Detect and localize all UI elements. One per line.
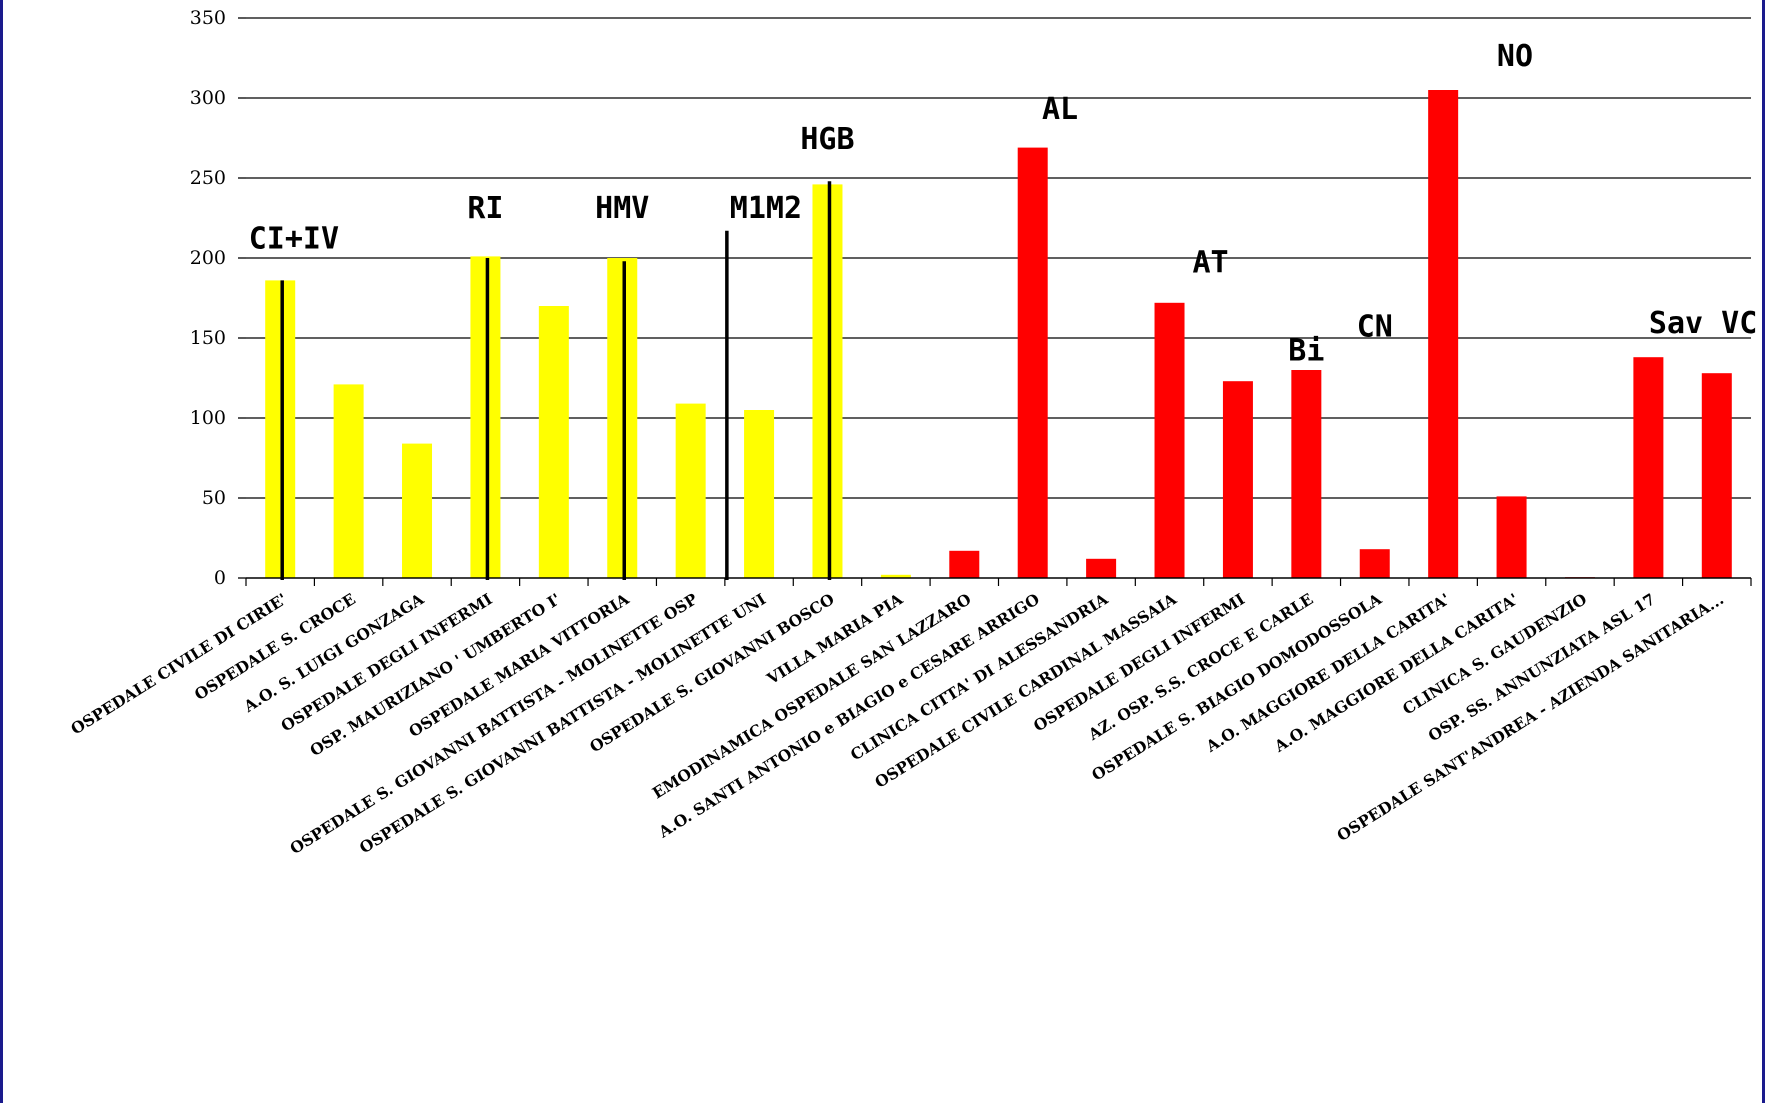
region-annotation: RI: [467, 191, 503, 226]
bar: [949, 550, 980, 578]
category-label-layer: OSPEDALE CIVILE DI CIRIE'OSPEDALE S. CRO…: [67, 589, 1727, 858]
bar: [538, 306, 569, 578]
region-annotation: AL: [1042, 92, 1078, 127]
region-annotation: Sav VC: [1649, 306, 1757, 341]
marker-line-layer: [280, 181, 832, 580]
region-annotation: NO: [1497, 39, 1533, 74]
bar: [1359, 549, 1390, 578]
bar: [333, 384, 364, 578]
bar: [1633, 357, 1664, 578]
bar: [744, 410, 775, 578]
y-tick-label: 100: [190, 407, 226, 429]
bar: [1086, 558, 1117, 578]
bar: [1291, 370, 1322, 578]
y-tick-label: 250: [190, 167, 226, 189]
region-annotation: CN: [1357, 309, 1393, 344]
region-annotation: HMV: [595, 191, 649, 226]
bar: [1428, 90, 1459, 578]
bar: [607, 258, 638, 578]
bar: [265, 280, 296, 578]
region-annotation: AT: [1193, 245, 1229, 280]
bar: [880, 574, 911, 578]
region-annotation: HGB: [800, 122, 854, 157]
y-tick-label: 350: [190, 7, 226, 29]
y-tick-label: 300: [190, 87, 226, 109]
bar-layer: [265, 90, 1732, 578]
y-tick-label: 200: [190, 247, 226, 269]
region-annotation: CI+IV: [249, 221, 339, 256]
annotation-layer: CI+IV RI HMV M1M2 HGB AL AT Bi CN NO Sav VC: [249, 39, 1758, 368]
bar: [402, 443, 433, 578]
region-annotation: M1M2: [730, 191, 802, 226]
bar: [1154, 302, 1185, 578]
bar: [1496, 496, 1527, 578]
y-tick-label: 50: [202, 487, 226, 509]
bar: [1017, 147, 1048, 578]
bar: [1701, 373, 1732, 578]
region-annotation: Bi: [1288, 333, 1324, 368]
bar-chart: 0 50 100 150 200 250 300 350 OSPEDALE CIVILE DI…: [67, 7, 1758, 858]
bar: [1222, 381, 1253, 578]
y-tick-label: 150: [190, 327, 226, 349]
bar: [470, 256, 501, 578]
bar: [812, 184, 843, 578]
axis-layer: 0 50 100 150 200 250 300 350: [190, 7, 1752, 589]
bar: [675, 403, 706, 578]
y-tick-label: 0: [214, 567, 226, 589]
